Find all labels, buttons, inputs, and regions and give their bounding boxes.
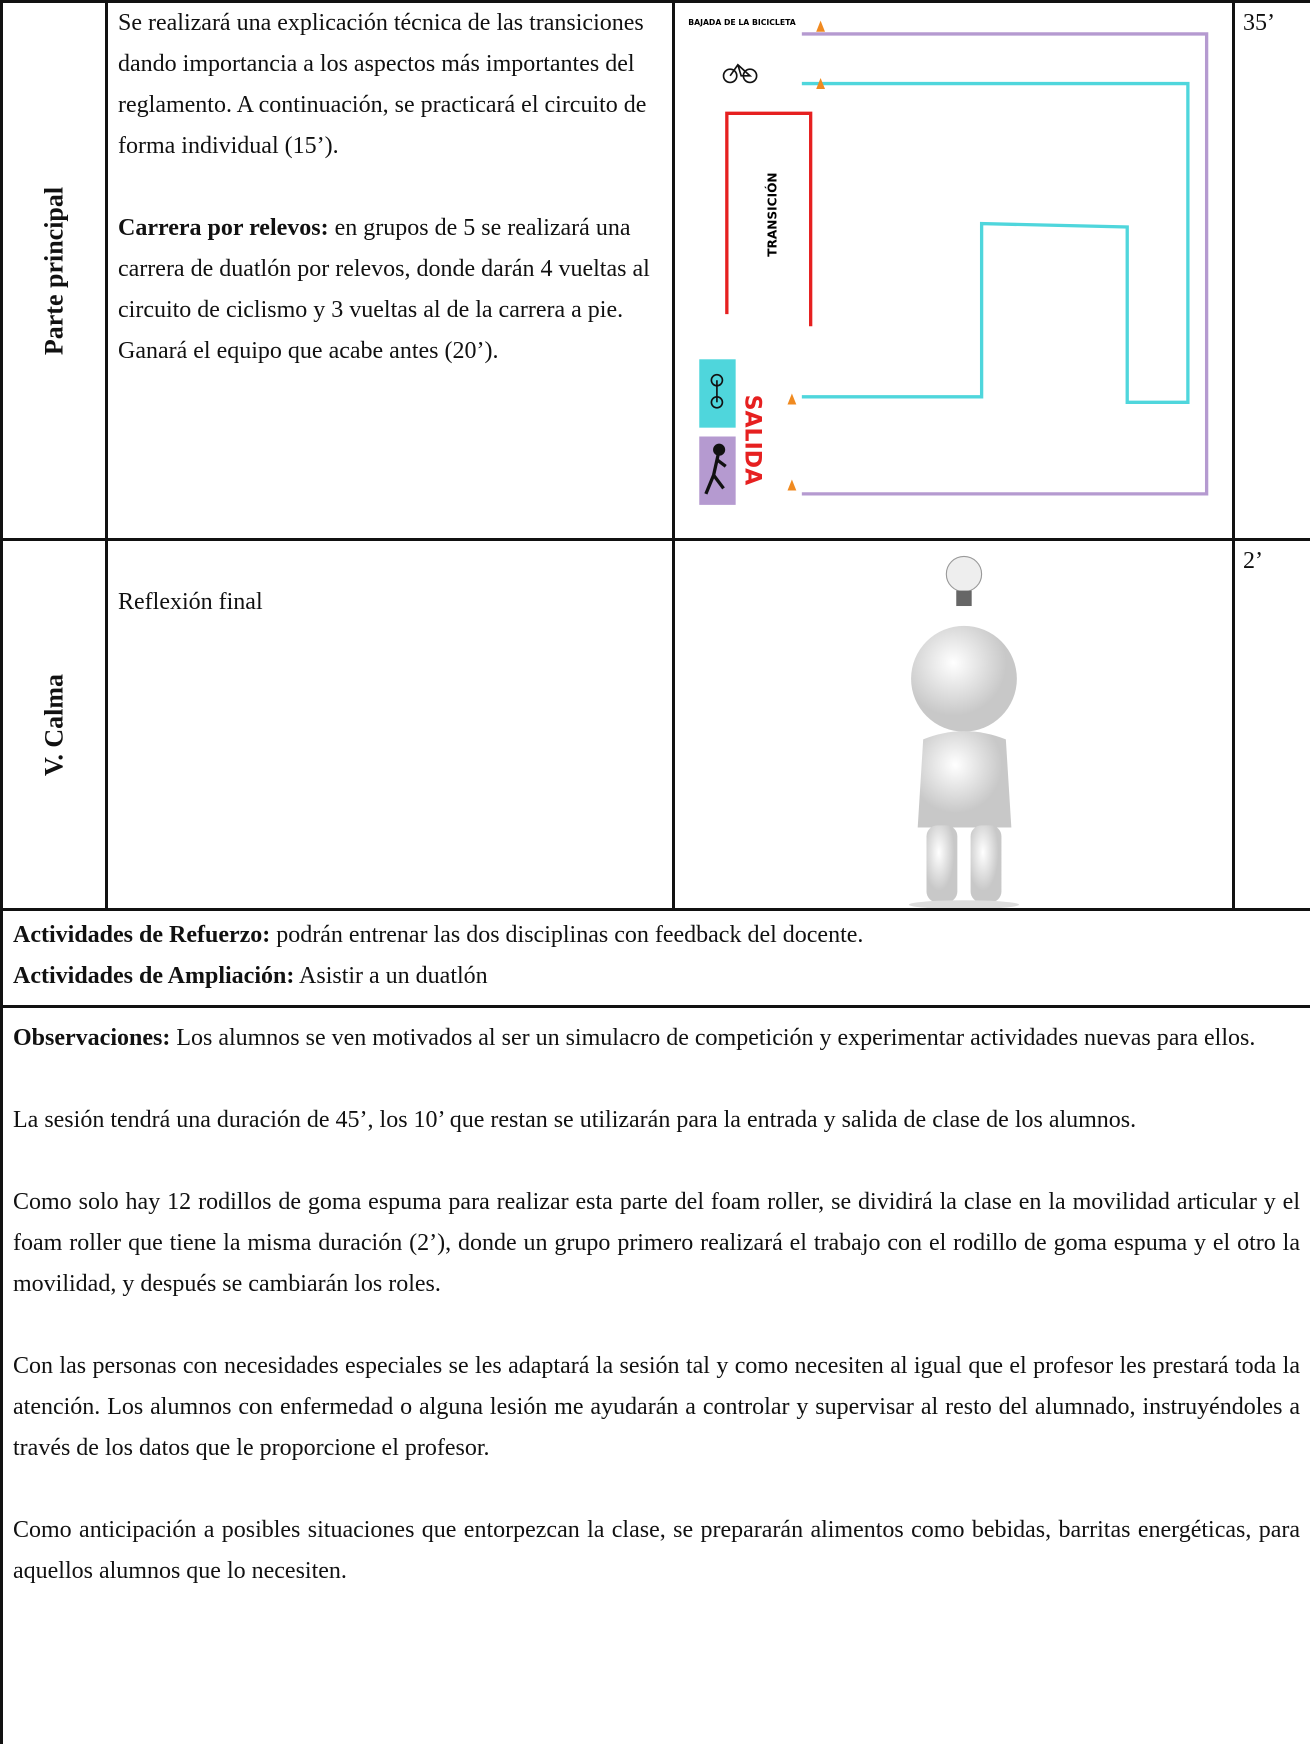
time: 2’ — [1243, 548, 1263, 574]
text-cell: Reflexión final — [105, 538, 675, 911]
row-label: V. Calma — [39, 673, 69, 776]
text-cell: Se realizará una explicación técnica de … — [105, 0, 675, 541]
paragraph: Como anticipación a posibles situaciones… — [13, 1517, 1300, 1584]
bulb — [945, 555, 983, 593]
circuit-diagram: BAJADA DE LA BICICLETA TRANSICIÓN SALIDA — [688, 18, 1209, 505]
cones — [787, 20, 826, 491]
bold-lead: Observaciones: — [13, 1025, 171, 1051]
paragraph: Con las personas con necesidades especia… — [13, 1353, 1300, 1461]
text: Los alumnos se ven motivados al ser un s… — [170, 1025, 1256, 1051]
run-route — [801, 32, 1209, 496]
diagram-label: SALIDA — [740, 395, 765, 486]
head — [911, 625, 1017, 732]
bold-lead: Carrera por relevos: — [118, 215, 329, 241]
paragraph: Se realizará una explicación técnica de … — [118, 10, 647, 159]
label-cell: Parte principal — [0, 0, 108, 541]
paragraph: Reflexión final — [118, 589, 263, 615]
line: Actividades de Ampliación: Asistir a un … — [13, 956, 1300, 997]
bike-icon — [722, 63, 758, 84]
body — [917, 731, 1012, 828]
diagram-label: BAJADA DE LA BICICLETA — [688, 18, 796, 27]
line: Actividades de Refuerzo: podrán entrenar… — [13, 915, 1300, 956]
image-cell — [672, 538, 1235, 911]
text: podrán entrenar las dos disciplinas con … — [270, 922, 864, 948]
paragraph: La sesión tendrá una duración de 45’, lo… — [13, 1107, 1137, 1133]
activities: Actividades de Refuerzo: podrán entrenar… — [0, 911, 1310, 1008]
observations: Observaciones: Los alumnos se ven motiva… — [0, 1008, 1310, 1744]
bulb-base — [956, 590, 972, 607]
label-cell: V. Calma — [0, 538, 108, 911]
thinking-figure — [908, 555, 1020, 908]
paragraph: Como solo hay 12 rodillos de goma espuma… — [13, 1189, 1300, 1297]
paragraph: Observaciones: Los alumnos se ven motiva… — [13, 1018, 1300, 1059]
bold-lead: Actividades de Ampliación: — [13, 963, 295, 989]
time-cell: 2’ — [1232, 538, 1310, 911]
time: 35’ — [1243, 10, 1275, 36]
text: en grupos de 5 se realizará una carrera … — [118, 215, 650, 364]
row-label: Parte principal — [39, 186, 69, 355]
image-cell: BAJADA DE LA BICICLETA TRANSICIÓN SALIDA — [672, 0, 1235, 541]
paragraph: Carrera por relevos: en grupos de 5 se r… — [118, 208, 662, 372]
diagram-label: TRANSICIÓN — [764, 172, 779, 256]
bike-route — [801, 81, 1190, 404]
time-cell: 35’ — [1232, 0, 1310, 541]
transition-zone — [725, 111, 813, 327]
text: Asistir a un duatlón — [294, 963, 488, 989]
bold-lead: Actividades de Refuerzo: — [13, 922, 271, 948]
